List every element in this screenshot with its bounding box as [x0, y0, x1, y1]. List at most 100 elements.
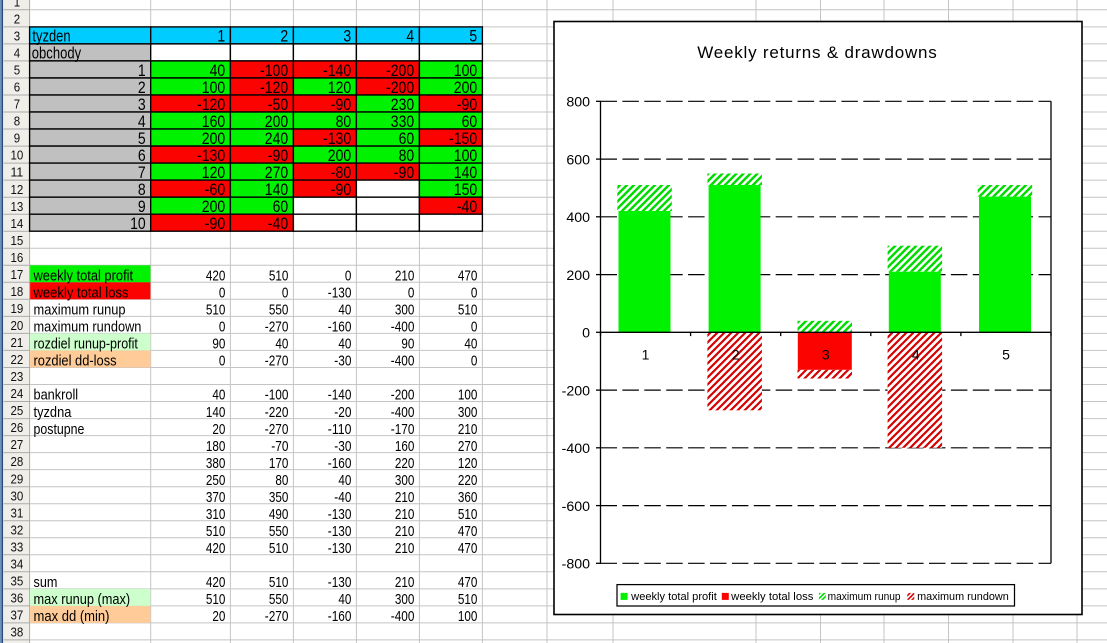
- svg-text:0: 0: [471, 285, 478, 302]
- svg-text:220: 220: [458, 472, 478, 489]
- svg-text:-220: -220: [265, 404, 289, 421]
- svg-text:0: 0: [345, 268, 352, 285]
- svg-text:-50: -50: [268, 95, 288, 114]
- svg-text:160: 160: [395, 438, 415, 455]
- svg-text:200: 200: [202, 129, 225, 148]
- svg-text:230: 230: [391, 95, 414, 114]
- svg-text:40: 40: [338, 302, 351, 319]
- svg-text:-200: -200: [386, 61, 414, 80]
- svg-text:28: 28: [11, 454, 24, 469]
- svg-text:23: 23: [11, 369, 24, 384]
- svg-text:600: 600: [566, 153, 590, 169]
- svg-text:400: 400: [566, 210, 590, 226]
- svg-text:15: 15: [11, 233, 24, 248]
- svg-text:tyzdna: tyzdna: [34, 404, 72, 421]
- svg-text:-100: -100: [260, 61, 288, 80]
- svg-text:maximum runup: maximum runup: [828, 591, 901, 603]
- svg-text:33: 33: [11, 539, 24, 554]
- svg-text:weekly total profit: weekly total profit: [630, 591, 717, 603]
- svg-text:-200: -200: [386, 78, 414, 97]
- svg-text:maximum rundown: maximum rundown: [917, 591, 1009, 603]
- svg-text:470: 470: [458, 574, 478, 591]
- svg-text:140: 140: [454, 163, 477, 182]
- svg-text:9: 9: [14, 131, 20, 146]
- svg-text:-20: -20: [334, 404, 351, 421]
- svg-text:-400: -400: [391, 319, 415, 336]
- svg-text:210: 210: [395, 523, 415, 540]
- svg-text:200: 200: [265, 112, 288, 131]
- svg-text:7: 7: [14, 97, 20, 112]
- svg-text:38: 38: [11, 625, 24, 640]
- svg-text:550: 550: [269, 302, 289, 319]
- svg-text:6: 6: [14, 80, 20, 95]
- svg-text:-140: -140: [323, 61, 351, 80]
- svg-text:-40: -40: [457, 197, 477, 216]
- svg-text:26: 26: [11, 420, 24, 435]
- svg-text:270: 270: [458, 438, 478, 455]
- svg-text:-80: -80: [331, 163, 351, 182]
- svg-text:-120: -120: [260, 78, 288, 97]
- svg-text:510: 510: [458, 302, 478, 319]
- svg-text:200: 200: [328, 146, 351, 165]
- svg-text:300: 300: [458, 404, 478, 421]
- svg-text:470: 470: [458, 268, 478, 285]
- svg-text:-30: -30: [334, 438, 351, 455]
- svg-text:8: 8: [14, 114, 20, 129]
- svg-text:510: 510: [458, 591, 478, 608]
- svg-text:-30: -30: [334, 353, 351, 370]
- svg-text:18: 18: [11, 284, 24, 299]
- svg-text:90: 90: [212, 336, 225, 353]
- svg-text:20: 20: [212, 421, 225, 438]
- svg-text:14: 14: [11, 216, 24, 231]
- svg-text:180: 180: [206, 438, 226, 455]
- svg-text:-160: -160: [328, 319, 352, 336]
- svg-text:21: 21: [11, 335, 24, 350]
- svg-text:-90: -90: [394, 163, 414, 182]
- svg-text:9: 9: [138, 197, 146, 216]
- svg-text:37: 37: [11, 608, 24, 623]
- svg-text:17: 17: [11, 267, 24, 282]
- svg-text:36: 36: [11, 591, 24, 606]
- svg-text:24: 24: [11, 386, 24, 401]
- svg-text:postupne: postupne: [34, 421, 85, 438]
- svg-text:210: 210: [458, 421, 478, 438]
- svg-text:360: 360: [458, 489, 478, 506]
- svg-text:3: 3: [822, 347, 830, 363]
- svg-text:550: 550: [269, 591, 289, 608]
- svg-text:0: 0: [219, 285, 226, 302]
- svg-text:32: 32: [11, 522, 24, 537]
- svg-text:1: 1: [217, 27, 225, 46]
- svg-text:80: 80: [275, 472, 288, 489]
- svg-text:120: 120: [202, 163, 225, 182]
- svg-text:420: 420: [206, 268, 226, 285]
- svg-text:510: 510: [458, 506, 478, 523]
- svg-text:470: 470: [458, 523, 478, 540]
- svg-text:40: 40: [338, 472, 351, 489]
- svg-text:13: 13: [11, 199, 24, 214]
- svg-text:210: 210: [395, 268, 415, 285]
- svg-text:-90: -90: [331, 95, 351, 114]
- svg-text:40: 40: [338, 336, 351, 353]
- svg-text:0: 0: [219, 319, 226, 336]
- svg-text:-40: -40: [268, 214, 288, 233]
- svg-text:bankroll: bankroll: [34, 387, 79, 404]
- svg-text:470: 470: [458, 540, 478, 557]
- svg-text:20: 20: [212, 608, 225, 625]
- svg-text:350: 350: [269, 489, 289, 506]
- svg-text:-130: -130: [328, 506, 352, 523]
- svg-text:4: 4: [406, 27, 414, 46]
- svg-text:-130: -130: [328, 574, 352, 591]
- svg-text:-270: -270: [265, 353, 289, 370]
- svg-text:0: 0: [408, 285, 415, 302]
- svg-text:5: 5: [469, 27, 477, 46]
- svg-text:0: 0: [582, 326, 590, 342]
- svg-text:maximum runup: maximum runup: [34, 302, 126, 319]
- svg-text:25: 25: [11, 403, 24, 418]
- svg-text:-200: -200: [562, 383, 591, 399]
- svg-text:-90: -90: [205, 214, 225, 233]
- svg-text:0: 0: [471, 353, 478, 370]
- svg-text:220: 220: [395, 455, 415, 472]
- svg-text:160: 160: [202, 112, 225, 131]
- svg-text:140: 140: [206, 404, 226, 421]
- svg-text:3: 3: [14, 29, 20, 44]
